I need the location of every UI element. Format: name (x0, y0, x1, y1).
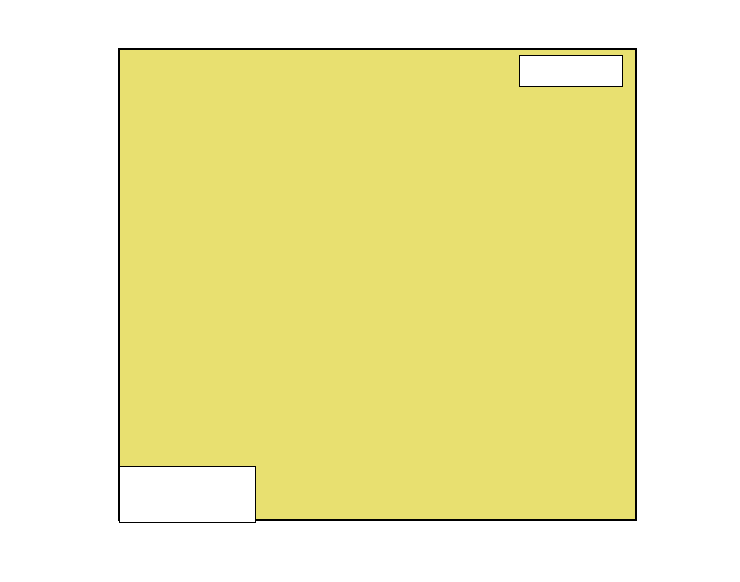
temperature-field-canvas (120, 50, 635, 519)
dhmz-logo (519, 55, 623, 87)
map-frame[interactable] (118, 48, 637, 521)
info-box (119, 466, 256, 523)
colorbar (655, 65, 674, 490)
